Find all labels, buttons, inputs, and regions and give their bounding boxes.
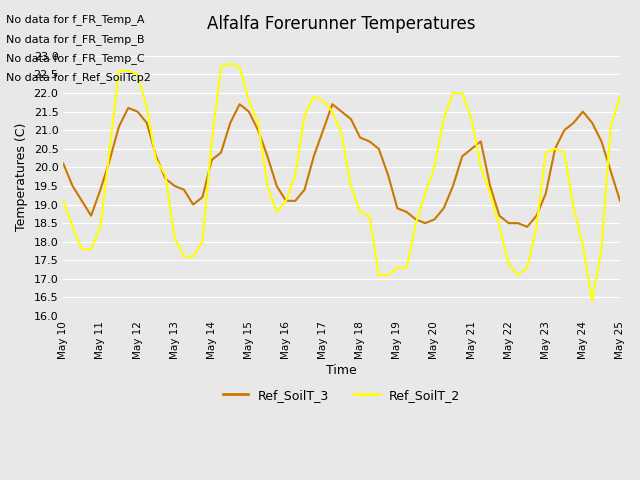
X-axis label: Time: Time bbox=[326, 364, 357, 377]
Ref_SoilT_3 bbox=[524, 224, 531, 230]
Ref_SoilT_2 bbox=[551, 146, 559, 152]
Line: Ref_SoilT_3: Ref_SoilT_3 bbox=[63, 104, 620, 227]
Ref_SoilT_2 bbox=[588, 298, 596, 304]
Line: Ref_SoilT_2: Ref_SoilT_2 bbox=[63, 63, 620, 301]
Ref_SoilT_2 bbox=[171, 235, 179, 241]
Y-axis label: Temperatures (C): Temperatures (C) bbox=[15, 122, 28, 231]
Legend: Ref_SoilT_3, Ref_SoilT_2: Ref_SoilT_3, Ref_SoilT_2 bbox=[218, 384, 465, 407]
Ref_SoilT_3 bbox=[189, 202, 197, 207]
Ref_SoilT_2 bbox=[264, 183, 271, 189]
Ref_SoilT_3 bbox=[60, 161, 67, 167]
Ref_SoilT_3 bbox=[561, 127, 568, 133]
Ref_SoilT_3 bbox=[171, 183, 179, 189]
Ref_SoilT_2 bbox=[403, 265, 410, 271]
Ref_SoilT_3 bbox=[403, 209, 410, 215]
Text: No data for f_FR_Temp_B: No data for f_FR_Temp_B bbox=[6, 34, 145, 45]
Ref_SoilT_2 bbox=[227, 60, 234, 66]
Ref_SoilT_3 bbox=[616, 198, 624, 204]
Text: No data for f_FR_Temp_C: No data for f_FR_Temp_C bbox=[6, 53, 145, 64]
Ref_SoilT_3 bbox=[236, 101, 243, 107]
Text: No data for f_FR_Temp_A: No data for f_FR_Temp_A bbox=[6, 14, 145, 25]
Ref_SoilT_2 bbox=[60, 198, 67, 204]
Ref_SoilT_2 bbox=[189, 254, 197, 260]
Title: Alfalfa Forerunner Temperatures: Alfalfa Forerunner Temperatures bbox=[207, 15, 476, 33]
Ref_SoilT_2 bbox=[616, 94, 624, 100]
Ref_SoilT_3 bbox=[365, 139, 373, 144]
Text: No data for f_Ref_SoilTcp2: No data for f_Ref_SoilTcp2 bbox=[6, 72, 151, 83]
Ref_SoilT_3 bbox=[264, 154, 271, 159]
Ref_SoilT_2 bbox=[365, 213, 373, 218]
